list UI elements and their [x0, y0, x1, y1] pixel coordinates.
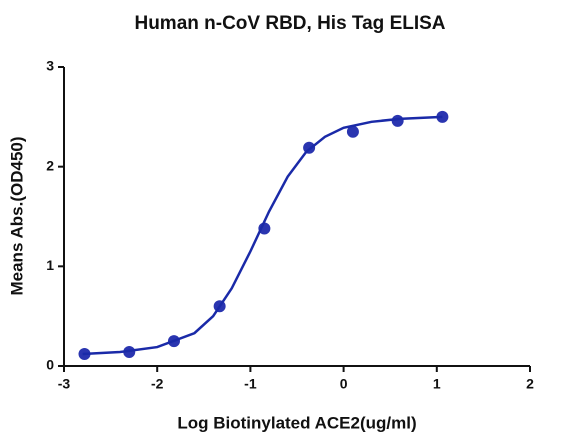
y-axis-label: Means Abs.(OD450): [7, 136, 26, 295]
x-tick-label: -1: [244, 376, 257, 392]
x-tick-label: 1: [433, 376, 441, 392]
fit-curve: [82, 115, 443, 356]
chart-title: Human n-CoV RBD, His Tag ELISA: [134, 13, 445, 34]
y-tick-label: 3: [46, 58, 54, 74]
y-tick-label: 2: [46, 157, 54, 173]
y-tick-label: 1: [46, 257, 54, 273]
x-axis-label: Log Biotinylated ACE2(ug/ml): [177, 413, 416, 432]
x-tick-label: 2: [526, 376, 534, 392]
data-point: [346, 125, 359, 138]
x-tick-label: -2: [151, 376, 164, 392]
data-point: [391, 114, 404, 127]
y-tick-label: 0: [46, 357, 54, 373]
x-tick-label: 0: [340, 376, 348, 392]
x-tick-label: -3: [58, 376, 71, 392]
